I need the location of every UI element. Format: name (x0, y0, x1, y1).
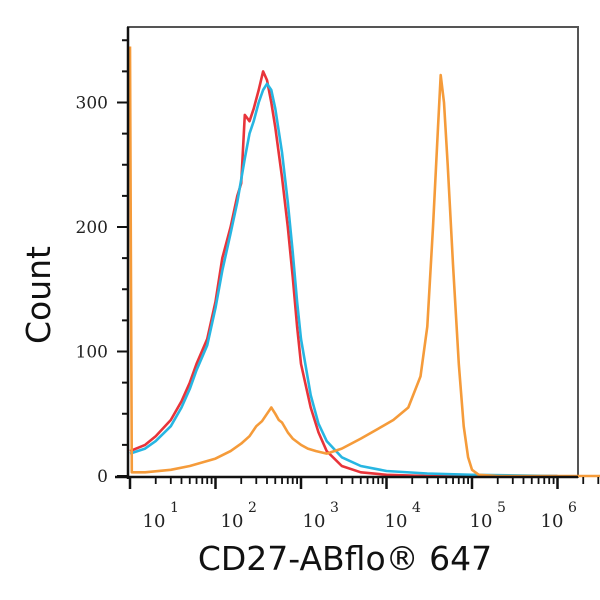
series-line-0 (129, 70, 558, 478)
series-line-2 (128, 46, 600, 478)
svg-text:10: 10 (143, 511, 166, 532)
svg-text:10: 10 (470, 511, 493, 532)
x-axis-title: CD27-ABflo® 647 (198, 539, 492, 578)
svg-text:10: 10 (221, 511, 244, 532)
svg-text:2: 2 (248, 500, 257, 516)
x-tick-label: 103 (303, 500, 339, 532)
series-layer (128, 46, 600, 478)
svg-text:1: 1 (170, 500, 179, 516)
y-axis-title: Count (19, 246, 58, 344)
series-line-1 (129, 82, 558, 478)
x-tick-label: 101 (143, 500, 179, 532)
y-axis-ticks: 0 100 200 300 (76, 39, 128, 487)
svg-text:10: 10 (303, 511, 326, 532)
y-tick-label: 0 (97, 467, 108, 487)
y-tick-label: 200 (76, 218, 108, 238)
y-tick-label: 300 (76, 94, 108, 114)
y-tick-label: 100 (76, 343, 108, 363)
x-tick-label: 104 (385, 500, 421, 532)
svg-text:10: 10 (541, 511, 564, 532)
svg-text:10: 10 (385, 511, 408, 532)
svg-text:4: 4 (412, 500, 421, 516)
x-tick-label: 106 (541, 500, 577, 532)
x-tick-label: 105 (470, 500, 506, 532)
svg-text:5: 5 (497, 500, 506, 516)
svg-text:3: 3 (330, 500, 339, 516)
svg-text:6: 6 (568, 500, 577, 516)
x-tick-label: 102 (221, 500, 257, 532)
plot-area (127, 26, 579, 478)
